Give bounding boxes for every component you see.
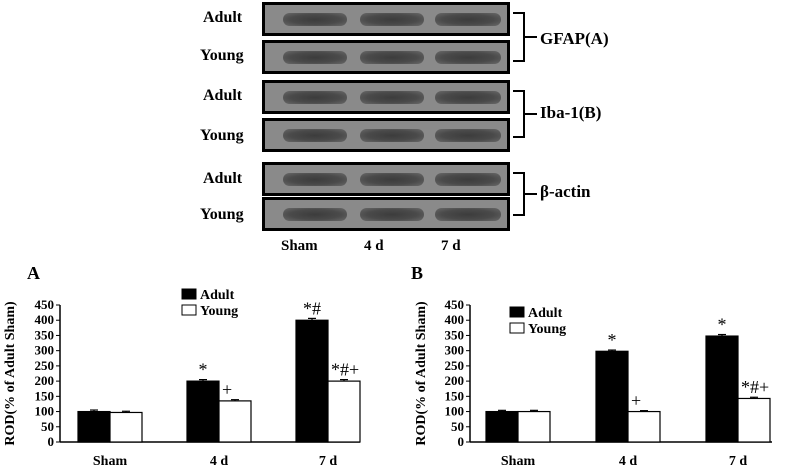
lane-label: 4 d [364, 238, 384, 254]
legend-label: Young [200, 304, 238, 319]
blot-strip [262, 40, 510, 74]
blot-strip [262, 80, 510, 114]
x-tick-label: 7 d [729, 454, 748, 466]
blot-row-label: Adult [203, 170, 243, 187]
bar-young [109, 411, 143, 443]
x-tick-label: 7 d [319, 454, 338, 466]
group-label: β-actin [540, 182, 591, 201]
blot-row-label: Young [200, 127, 244, 144]
group-label: GFAP(A) [540, 29, 609, 48]
significance-marker: *#+ [331, 360, 359, 380]
y-tick-label: 300 [445, 343, 465, 358]
lane-label: 7 d [441, 238, 461, 254]
y-tick-label: 50 [41, 419, 54, 434]
blot-strip [262, 197, 510, 231]
y-tick-label: 0 [458, 434, 465, 449]
blot-strip [262, 162, 510, 196]
y-tick-label: 450 [445, 297, 465, 312]
blot-strip [262, 2, 510, 36]
bar-adult [186, 380, 220, 443]
legend-label: Young [528, 322, 566, 337]
blot-row-label: Adult [203, 9, 243, 26]
bar-young [737, 397, 771, 443]
significance-marker: *#+ [741, 377, 769, 397]
y-tick-label: 400 [35, 312, 55, 327]
group-bracket [513, 90, 525, 138]
bar-chart-b: B ROD(% of Adult Sham) 0501001502002503003… [411, 263, 772, 466]
blot-strip [262, 118, 510, 152]
bar-young [627, 410, 661, 443]
group-label: Iba-1(B) [540, 103, 602, 122]
bar-adult [295, 319, 329, 443]
y-tick-label: 100 [35, 404, 55, 419]
y-tick-label: 350 [35, 327, 55, 342]
x-tick-label: Sham [93, 454, 128, 466]
bar-young [327, 380, 361, 443]
y-tick-label: 350 [445, 327, 465, 342]
significance-marker: * [199, 360, 208, 380]
bar-adult [77, 410, 111, 443]
group-bracket-tick [525, 113, 537, 115]
blot-row-label: Young [200, 47, 244, 64]
x-tick-label: Sham [501, 454, 536, 466]
blot-row-label: Adult [203, 87, 243, 104]
y-axis-label: ROD(% of Adult Sham) [414, 301, 429, 446]
group-bracket-tick [525, 193, 537, 195]
bar-young [218, 400, 252, 443]
x-tick-label: 4 d [619, 454, 638, 466]
legend-swatch [181, 304, 197, 316]
legend-swatch [181, 288, 197, 300]
y-tick-label: 300 [35, 343, 55, 358]
y-tick-label: 250 [445, 358, 465, 373]
legend-label: Adult [528, 306, 563, 321]
legend-swatch [509, 306, 525, 318]
legend-label: Adult [200, 288, 235, 303]
panel-label: A [27, 263, 40, 283]
y-tick-label: 450 [35, 297, 55, 312]
significance-marker: * [608, 330, 617, 350]
significance-marker: + [222, 380, 232, 400]
group-bracket [513, 172, 525, 216]
y-tick-label: 0 [48, 434, 55, 449]
significance-marker: * [718, 315, 727, 335]
y-tick-label: 400 [445, 312, 465, 327]
lane-label: Sham [281, 238, 318, 254]
y-axis-label: ROD(% of Adult Sham) [3, 301, 18, 446]
bar-young [517, 410, 551, 443]
bar-adult [485, 410, 519, 443]
legend-swatch [509, 322, 525, 334]
bar-adult [705, 335, 739, 443]
y-tick-label: 50 [451, 419, 464, 434]
bar-chart-a: A ROD(% of Adult Sham) 0501001502002503003… [3, 263, 361, 466]
y-tick-label: 150 [445, 388, 465, 403]
significance-marker: + [631, 391, 641, 411]
group-bracket [513, 12, 525, 62]
significance-marker: *# [303, 298, 321, 318]
y-tick-label: 100 [445, 404, 465, 419]
x-tick-label: 4 d [210, 454, 229, 466]
y-tick-label: 250 [35, 358, 55, 373]
bar-adult [595, 350, 629, 443]
y-tick-label: 200 [35, 373, 55, 388]
blot-row-label: Young [200, 206, 244, 223]
y-tick-label: 150 [35, 388, 55, 403]
group-bracket-tick [525, 36, 537, 38]
panel-label: B [411, 263, 423, 283]
y-tick-label: 200 [445, 373, 465, 388]
